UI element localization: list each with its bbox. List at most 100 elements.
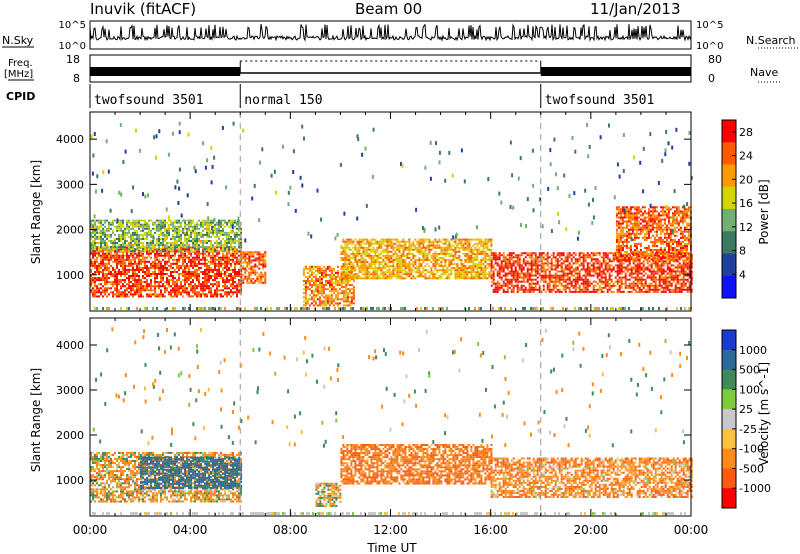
data-cell — [256, 253, 259, 256]
data-cell — [120, 264, 122, 267]
data-cell — [112, 250, 114, 253]
data-cell — [372, 254, 375, 257]
data-cell — [456, 242, 459, 245]
data-cell — [150, 283, 152, 286]
data-cell — [366, 277, 369, 280]
data-cell — [644, 280, 647, 283]
data-cell — [620, 270, 623, 273]
data-cell — [344, 304, 347, 307]
data-cell — [332, 298, 335, 301]
data-cell — [122, 256, 124, 259]
data-cell — [616, 280, 619, 283]
data-cell — [190, 250, 192, 253]
data-cell — [330, 288, 333, 291]
data-cell — [338, 284, 341, 287]
data-cell — [596, 274, 599, 277]
data-cell — [236, 248, 238, 251]
data-cell — [250, 281, 253, 284]
data-cell — [188, 268, 190, 271]
data-cell — [648, 286, 651, 289]
data-cell — [232, 291, 234, 294]
data-cell — [138, 271, 140, 273]
data-cell — [208, 289, 210, 292]
data-cell — [116, 260, 118, 263]
data-cell — [570, 266, 573, 269]
data-cell — [190, 225, 192, 228]
data-cell — [102, 289, 104, 292]
data-cell — [566, 274, 569, 277]
data-cell — [106, 279, 108, 282]
data-cell — [528, 272, 531, 275]
data-cell — [506, 268, 509, 271]
data-cell — [166, 279, 168, 282]
data-cell — [404, 277, 407, 280]
data-cell — [146, 225, 148, 228]
data-cell — [204, 289, 206, 292]
data-cell — [116, 279, 118, 282]
data-cell — [210, 289, 212, 292]
data-cell — [616, 272, 619, 275]
data-cell — [490, 257, 493, 259]
data-cell — [476, 267, 479, 270]
data-cell — [336, 271, 339, 274]
data-cell — [202, 281, 204, 284]
data-cell — [144, 219, 146, 222]
data-cell — [624, 276, 627, 279]
data-cell — [92, 229, 94, 232]
data-cell — [152, 293, 154, 296]
data-cell — [450, 252, 453, 255]
data-cell — [132, 279, 134, 282]
data-cell — [178, 260, 180, 263]
data-cell — [382, 261, 385, 263]
data-cell — [348, 277, 351, 280]
data-cell — [218, 242, 220, 244]
data-cell — [102, 246, 104, 249]
data-cell — [248, 263, 251, 266]
data-cell — [102, 238, 104, 240]
data-cell — [342, 292, 345, 295]
data-cell — [558, 282, 561, 285]
data-cell — [498, 264, 501, 267]
data-cell — [506, 266, 509, 269]
data-cell — [164, 260, 166, 263]
data-cell — [126, 287, 128, 290]
data-cell — [414, 259, 417, 261]
data-cell — [348, 273, 351, 276]
data-cell — [224, 250, 226, 253]
data-cell — [564, 274, 567, 277]
data-cell — [132, 273, 134, 275]
data-cell — [348, 304, 351, 307]
data-cell — [598, 280, 601, 283]
data-cell — [236, 287, 238, 290]
data-cell — [126, 289, 128, 292]
data-cell — [144, 287, 146, 290]
data-cell — [152, 240, 154, 242]
data-cell — [490, 250, 493, 253]
data-cell — [456, 238, 459, 241]
data-cell — [118, 225, 120, 228]
data-cell — [170, 289, 172, 292]
data-cell — [240, 248, 242, 251]
data-cell — [182, 227, 184, 230]
data-cell — [574, 286, 577, 289]
data-cell — [620, 284, 623, 287]
data-cell — [134, 291, 136, 294]
data-cell — [472, 261, 475, 263]
data-cell — [458, 240, 461, 243]
data-cell — [324, 273, 327, 276]
data-cell — [540, 290, 543, 293]
data-cell — [112, 256, 114, 259]
data-cell — [138, 233, 140, 236]
data-cell — [118, 246, 120, 249]
data-cell — [358, 259, 361, 261]
data-cell — [118, 221, 120, 224]
data-cell — [380, 252, 383, 255]
data-cell — [458, 267, 461, 270]
data-cell — [112, 275, 114, 277]
data-cell — [536, 288, 539, 291]
data-cell — [636, 284, 639, 287]
data-cell — [588, 270, 591, 273]
data-cell — [608, 252, 611, 255]
data-cell — [210, 266, 212, 269]
data-cell — [390, 271, 393, 274]
